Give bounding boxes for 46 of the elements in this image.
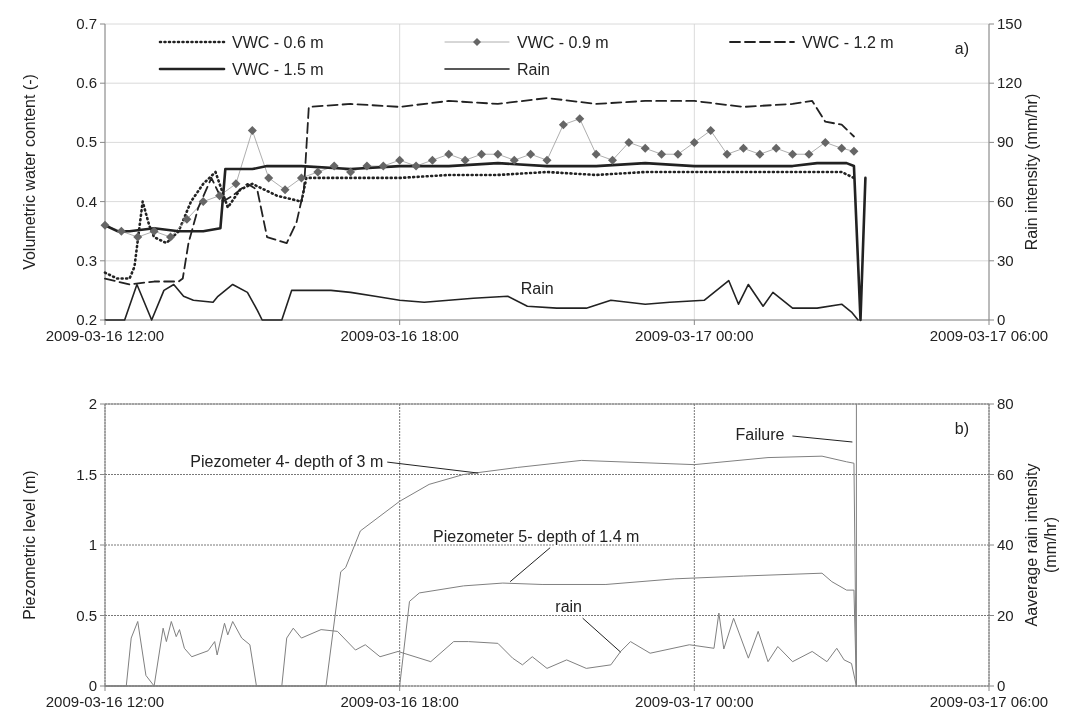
x-tick-label: 2009-03-17 00:00	[635, 693, 754, 710]
annotation: a)	[954, 40, 969, 57]
y-tick-label: 2	[88, 395, 97, 412]
y2-tick-label: 60	[997, 465, 1014, 483]
legend-label: Rain	[517, 61, 550, 78]
x-tick-label: 2009-03-16 12:00	[45, 327, 165, 344]
y-axis-title: Piezometric level (m)	[21, 470, 38, 620]
y-axis-title: Volumetric water content (-)	[21, 74, 38, 270]
y2-tick-label: 60	[997, 192, 1014, 210]
y2-tick-label: 0	[997, 311, 1006, 328]
annotation: b)	[954, 420, 969, 437]
y2-axis-title: Aaverage rain intensity (mm/hr)	[1023, 463, 1059, 627]
y-tick-label: 0.4	[76, 192, 97, 210]
y2-tick-label: 120	[997, 74, 1023, 92]
x-tick-label: 2009-03-17 06:00	[929, 327, 1049, 344]
y2-tick-label: 20	[997, 606, 1014, 624]
y-tick-label: 1.5	[76, 465, 97, 483]
x-tick-label: 2009-03-17 00:00	[635, 327, 754, 344]
y-tick-label: 0.5	[76, 133, 97, 151]
annotation: Piezometer 4- depth of 3 m	[190, 453, 384, 471]
x-tick-label: 2009-03-16 18:00	[340, 327, 459, 344]
legend-label: VWC - 0.6 m	[232, 34, 324, 51]
y-tick-label: 0.7	[76, 15, 97, 32]
annotation: rain	[555, 598, 583, 616]
y-tick-label: 0.3	[76, 251, 97, 269]
y2-axis-title: Rain intensity (mm/hr)	[1023, 93, 1040, 251]
y2-tick-label: 0	[997, 677, 1006, 694]
y2-tick-label: 80	[997, 395, 1014, 412]
annotation: Piezometer 5- depth of 1.4 m	[433, 527, 640, 545]
y-tick-label: 1	[88, 536, 97, 553]
y2-tick-label: 90	[997, 133, 1014, 151]
ref-line-label: Failure	[735, 426, 785, 443]
y-tick-label: 0	[88, 677, 97, 694]
legend-label: VWC - 1.2 m	[802, 34, 894, 51]
y2-tick-label: 150	[997, 15, 1023, 32]
x-tick-label: 2009-03-16 18:00	[340, 693, 459, 710]
legend-label: VWC - 0.9 m	[517, 34, 609, 51]
y-tick-label: 0.2	[76, 311, 97, 328]
y2-tick-label: 30	[997, 251, 1014, 269]
legend-label: VWC - 1.5 m	[232, 61, 324, 78]
y2-tick-label: 40	[997, 536, 1014, 553]
y-tick-label: 0.5	[76, 606, 97, 624]
x-tick-label: 2009-03-16 12:00	[45, 693, 165, 710]
y-tick-label: 0.6	[76, 74, 97, 92]
annotation: Rain	[520, 280, 554, 298]
x-tick-label: 2009-03-17 06:00	[929, 693, 1049, 710]
